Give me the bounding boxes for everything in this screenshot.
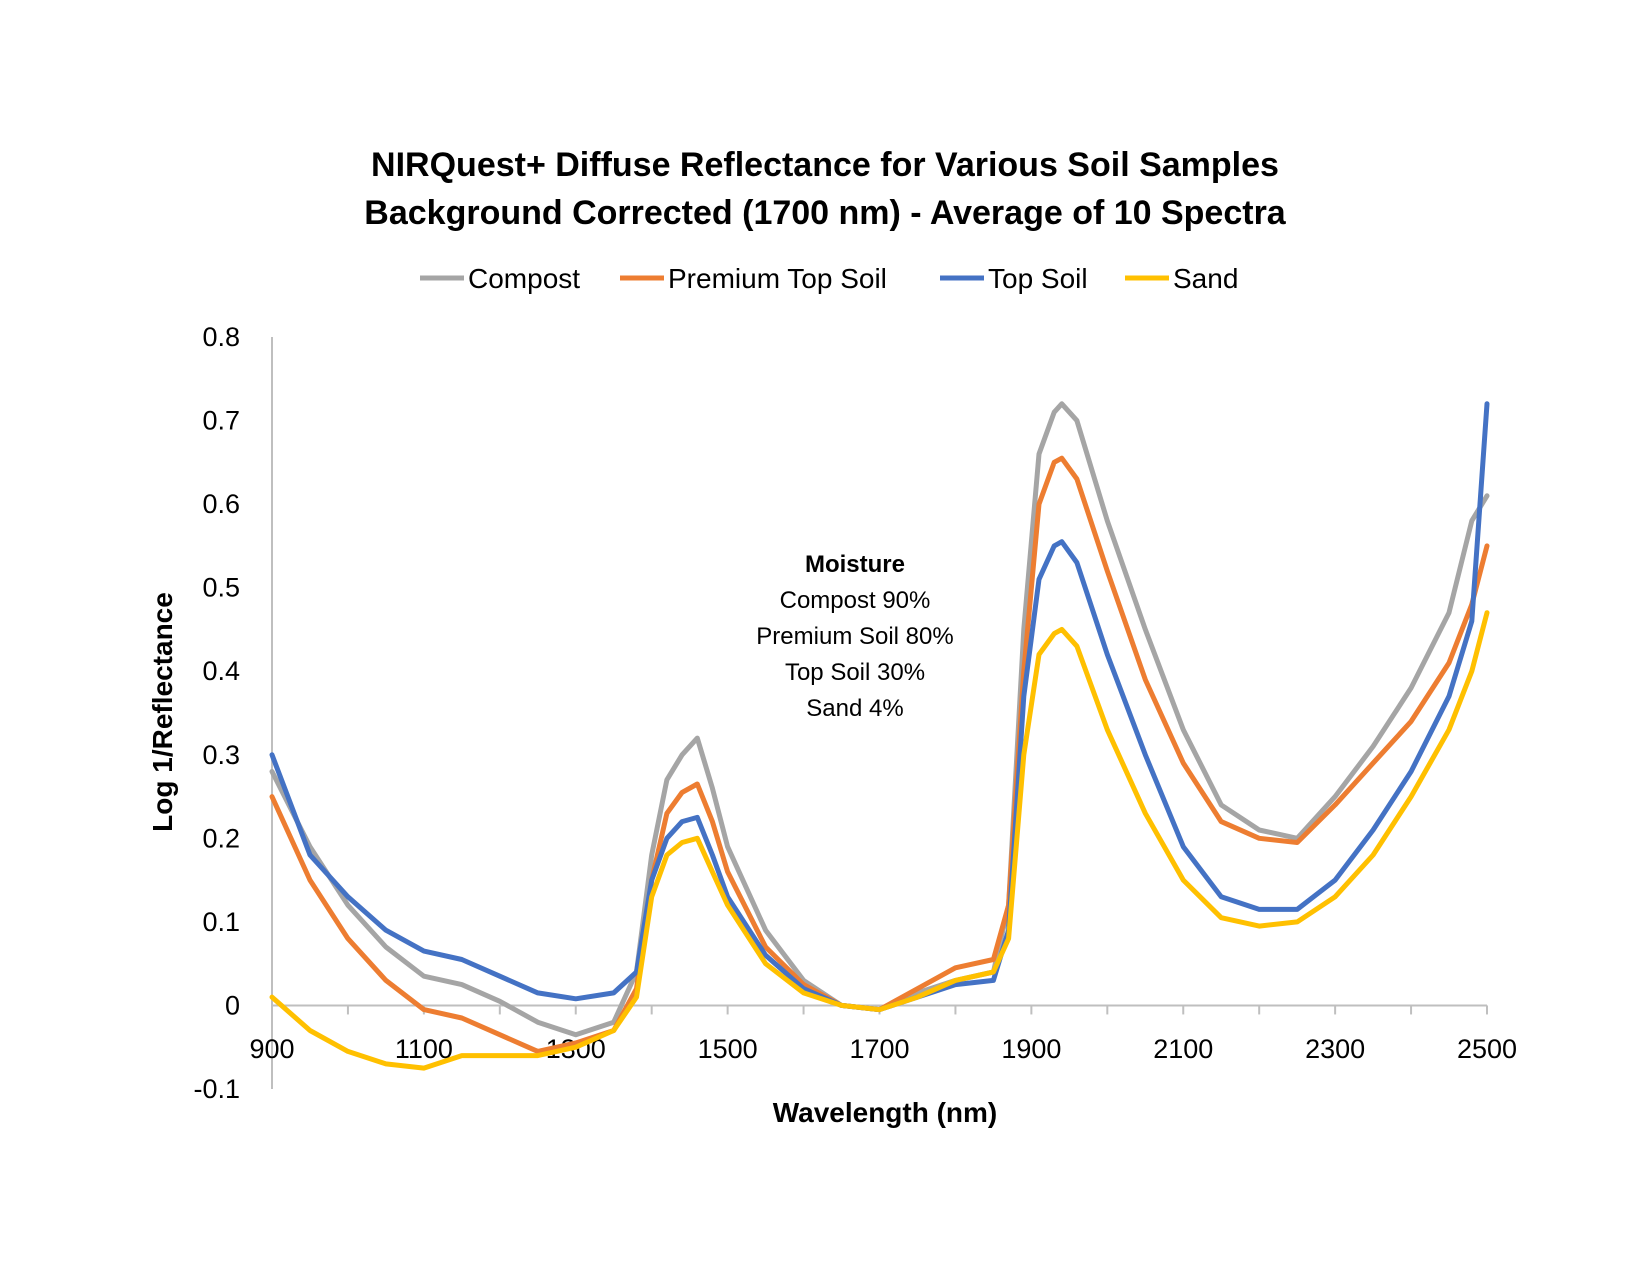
legend-label: Premium Top Soil	[668, 263, 887, 294]
series-line-premium-top-soil	[269, 455, 1490, 1054]
legend-item-premium-top-soil: Premium Top Soil	[620, 263, 887, 294]
chart-title-line-2: Background Corrected (1700 nm) - Average…	[364, 194, 1287, 232]
moisture-annotation: Moisture Compost 90% Premium Soil 80% To…	[756, 551, 953, 722]
legend-label: Sand	[1173, 263, 1238, 294]
annotation-line-premium-soil: Premium Soil 80%	[756, 623, 953, 650]
annotation-line-compost: Compost 90%	[780, 587, 931, 614]
y-tick-label: 0.1	[202, 907, 240, 937]
y-tick-label: 0.4	[202, 656, 240, 686]
x-tick-label: 2300	[1305, 1034, 1365, 1064]
chart-title: NIRQuest+ Diffuse Reflectance for Variou…	[364, 146, 1287, 232]
legend-item-sand: Sand	[1125, 263, 1238, 294]
legend-label: Top Soil	[988, 263, 1088, 294]
y-tick-label: 0.8	[202, 322, 240, 352]
legend-label: Compost	[468, 263, 580, 294]
x-tick-label: 1700	[849, 1034, 909, 1064]
legend-item-top-soil: Top Soil	[940, 263, 1088, 294]
y-tick-label: 0.2	[202, 823, 240, 853]
annotation-title: Moisture	[805, 551, 905, 578]
x-tick-label: 1100	[395, 1034, 453, 1064]
x-tick-label: 2500	[1457, 1034, 1517, 1064]
legend: Compost Premium Top Soil Top Soil Sand	[420, 263, 1238, 294]
y-tick-label: 0	[225, 990, 240, 1020]
y-tick-label: 0.3	[202, 740, 240, 770]
x-tick-label: 1500	[698, 1034, 758, 1064]
y-tick-label: 0.7	[202, 406, 240, 436]
x-tick-label: 2100	[1153, 1034, 1213, 1064]
y-axis-ticks: -0.1 0 0.1 0.2 0.3 0.4 0.5 0.6 0.7 0.8	[193, 322, 240, 1104]
annotation-line-top-soil: Top Soil 30%	[785, 659, 925, 686]
series-line-sand	[269, 610, 1490, 1071]
chart-title-line-1: NIRQuest+ Diffuse Reflectance for Variou…	[371, 146, 1279, 184]
y-tick-label: 0.6	[202, 489, 240, 519]
x-tick-label: 1900	[1001, 1034, 1061, 1064]
y-axis-label: Log 1/Reflectance	[147, 592, 178, 832]
annotation-line-sand: Sand 4%	[806, 695, 903, 722]
x-axis-label: Wavelength (nm)	[773, 1097, 998, 1128]
y-tick-label: -0.1	[193, 1074, 240, 1104]
series-lines	[269, 401, 1490, 1071]
axes: 900 1100 1300 1500 1700 1900 2100 2300 2500 -0.1…	[193, 322, 1517, 1104]
legend-item-compost: Compost	[420, 263, 580, 294]
y-tick-label: 0.5	[202, 573, 240, 603]
x-tick-label: 900	[249, 1034, 294, 1064]
